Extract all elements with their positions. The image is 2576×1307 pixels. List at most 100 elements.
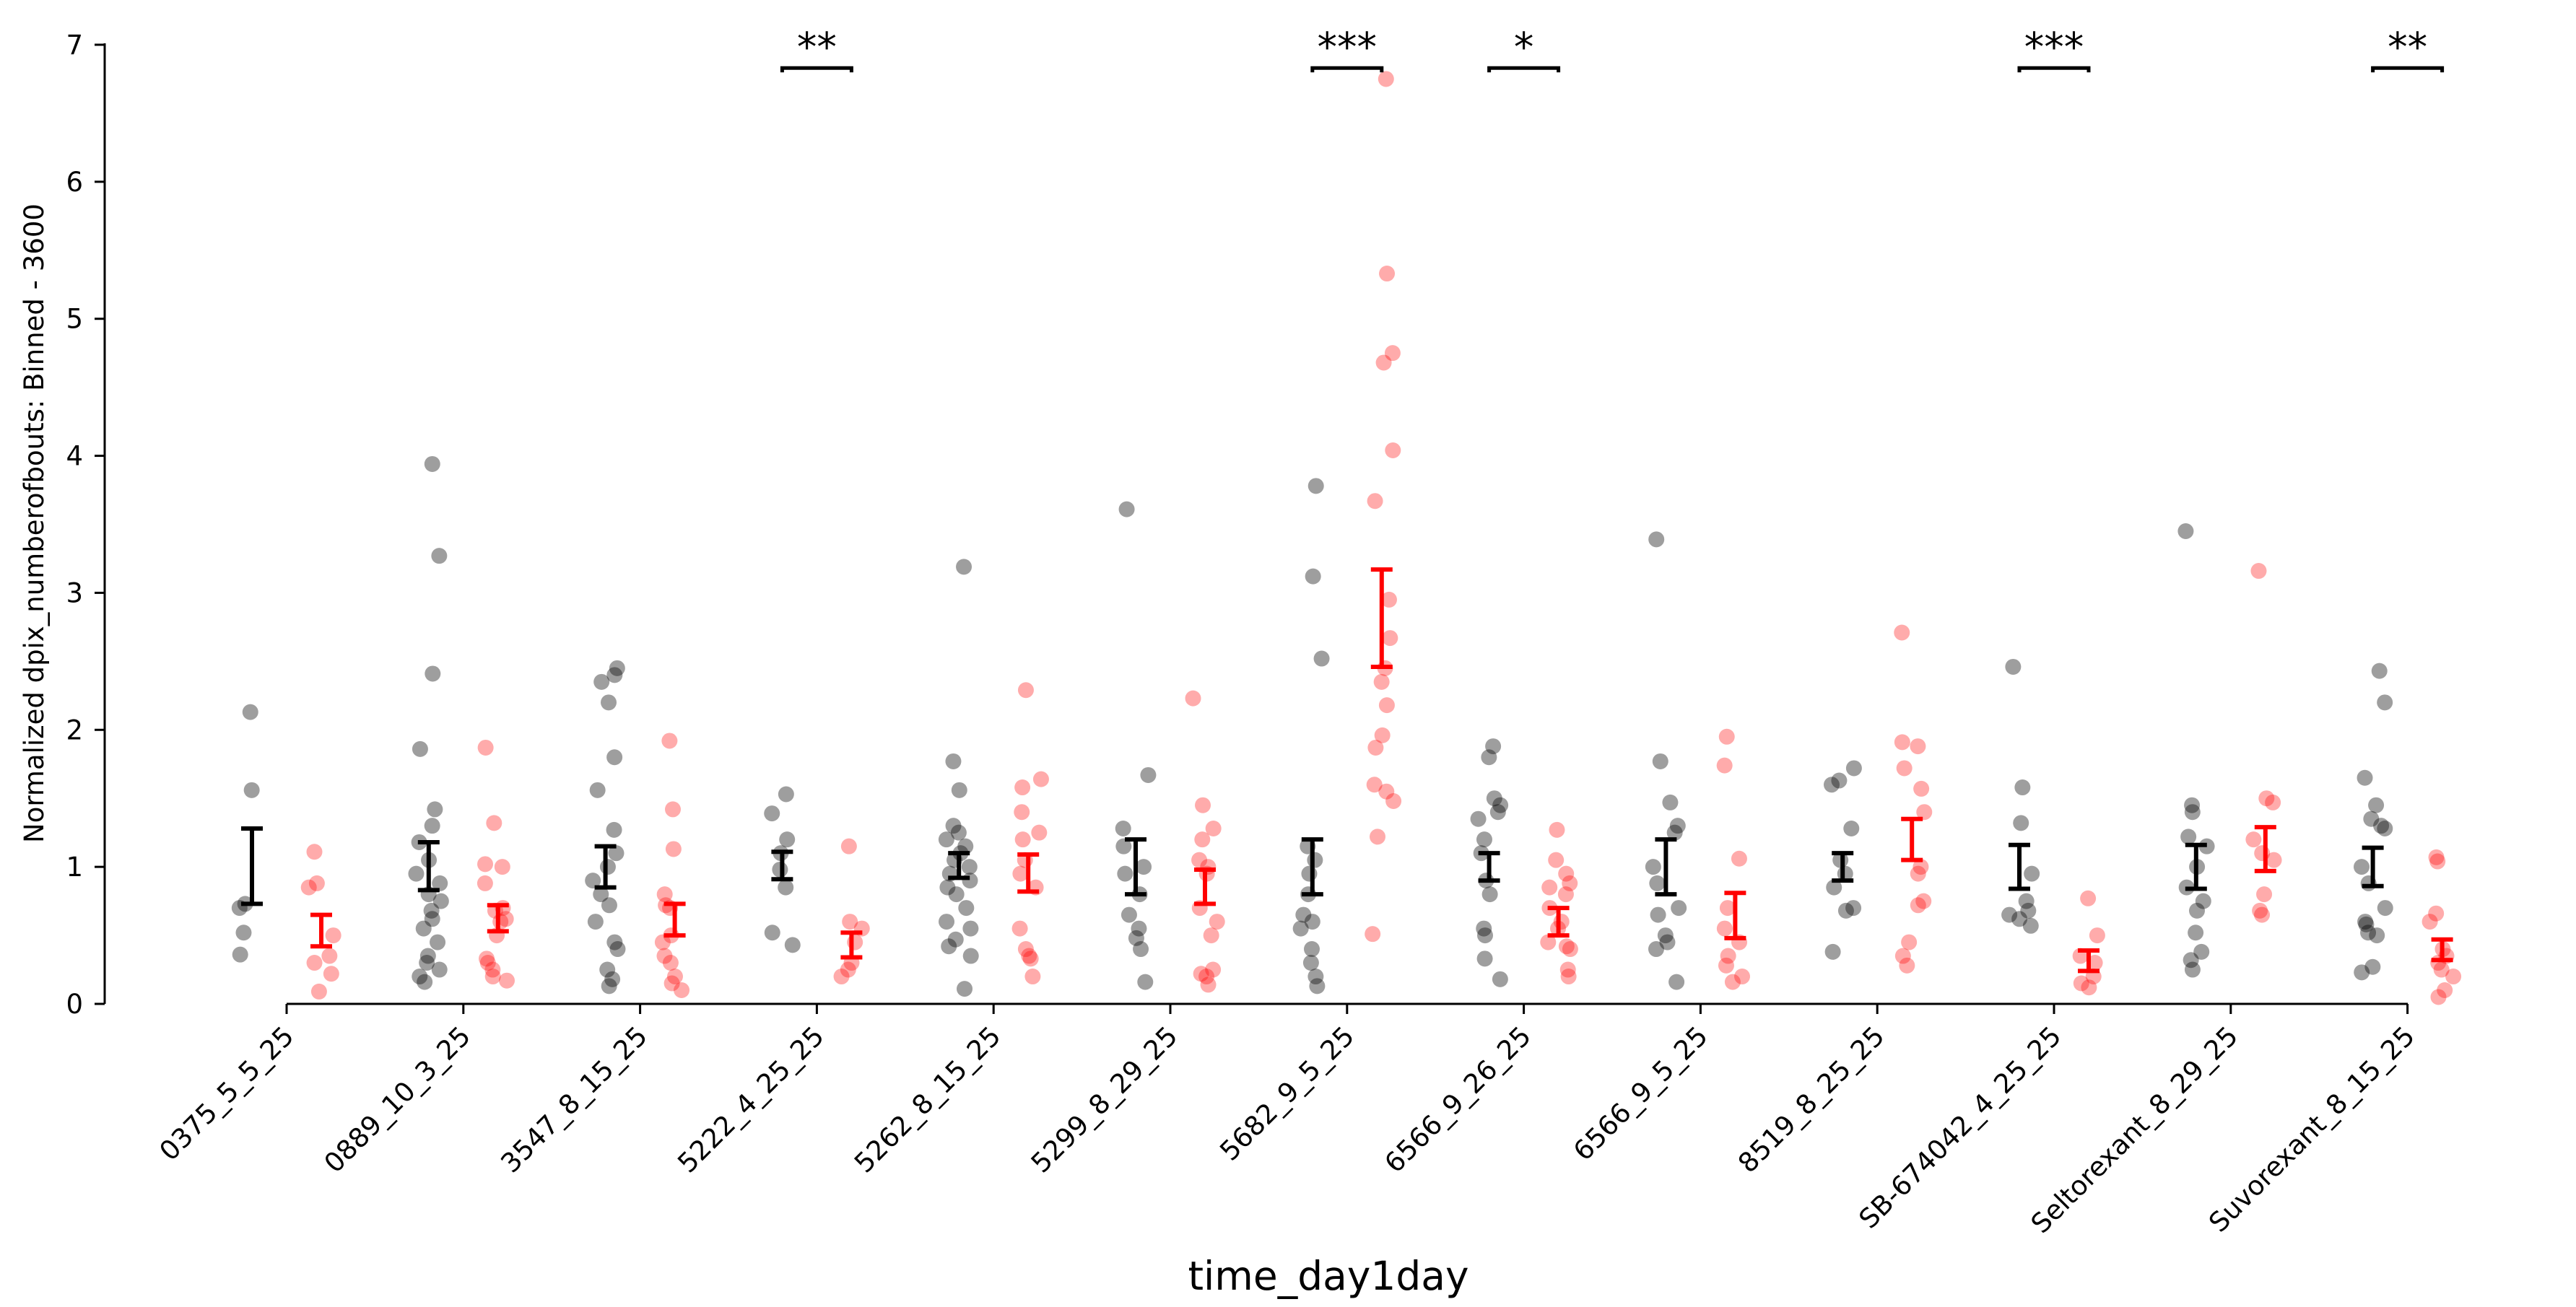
control-data-point: [1662, 794, 1679, 810]
x-tick-label: 5262_8_15_25: [848, 1020, 1006, 1179]
treatment-data-point: [1198, 969, 1215, 985]
control-error-bar: [2185, 842, 2207, 891]
control-data-point: [1824, 943, 1841, 960]
treatment-data-point: [1558, 938, 1575, 955]
control-data-point: [242, 704, 258, 720]
control-data-point: [2357, 769, 2373, 786]
control-error-bar: [594, 844, 617, 890]
treatment-data-point: [1017, 682, 1034, 699]
treatment-data-point: [2256, 886, 2273, 903]
control-data-point: [419, 955, 435, 971]
control-data-point: [1671, 900, 1687, 917]
y-tick-label: 4: [66, 441, 83, 472]
treatment-error-bar: [840, 930, 863, 960]
control-data-point: [1826, 879, 1842, 896]
control-data-point: [2354, 859, 2370, 875]
treatment-data-point: [674, 982, 690, 999]
treatment-data-point: [2428, 905, 2445, 922]
x-tick-label: SB-674042_4_25_25: [1853, 1020, 2068, 1235]
control-data-point: [427, 801, 443, 818]
control-data-point: [2013, 815, 2029, 831]
control-data-point: [424, 455, 440, 472]
control-error-bar: [948, 851, 970, 880]
control-data-point: [599, 859, 616, 875]
treatment-data-point: [665, 841, 682, 857]
y-tick-label: 6: [66, 167, 83, 198]
control-data-point: [957, 981, 973, 997]
control-data-point: [2177, 523, 2194, 539]
treatment-data-point: [1191, 852, 1208, 868]
control-data-point: [1668, 974, 1685, 990]
error-bars: [241, 567, 2453, 974]
treatment-data-point: [2087, 955, 2103, 971]
treatment-data-point: [1378, 71, 1394, 87]
significance-label: **: [797, 24, 837, 70]
y-tick-label: 0: [66, 989, 83, 1020]
treatment-data-point: [1031, 824, 1048, 841]
control-data-point: [1305, 568, 1321, 585]
control-data-point: [609, 941, 626, 958]
control-data-point: [778, 879, 794, 896]
control-data-point: [589, 782, 606, 798]
treatment-data-point: [2429, 853, 2446, 870]
x-tick-label: 5299_8_29_25: [1025, 1020, 1183, 1179]
control-data-point: [2371, 663, 2388, 679]
control-data-point: [778, 786, 794, 803]
treatment-data-point: [1185, 690, 1201, 707]
treatment-data-point: [1378, 783, 1395, 800]
control-data-point: [2011, 911, 2028, 927]
treatment-data-point: [1024, 969, 1041, 985]
x-tick-label: 6566_9_5_25: [1567, 1020, 1714, 1167]
control-data-point: [939, 879, 956, 896]
control-error-bar: [1478, 851, 1500, 883]
control-data-point: [945, 818, 962, 834]
treatment-data-point: [1385, 793, 1402, 810]
control-data-point: [417, 974, 433, 990]
treatment-data-point: [1894, 624, 1910, 641]
control-data-point: [604, 971, 621, 987]
control-data-point: [593, 673, 610, 690]
y-axis: 0 1 2 3 4 5 6 7: [66, 30, 106, 1020]
treatment-data-point: [833, 969, 850, 985]
treatment-data-point: [663, 975, 680, 992]
control-data-point: [2377, 820, 2393, 836]
significance-bracket: *: [1487, 24, 1561, 73]
control-error-bar: [241, 826, 263, 906]
control-data-point: [585, 873, 601, 889]
data-points: [231, 71, 2462, 1005]
significance-label: **: [2388, 24, 2427, 70]
control-data-point: [1140, 766, 1157, 783]
control-data-point: [412, 740, 428, 757]
control-error-bar: [771, 849, 793, 882]
control-data-point: [1845, 900, 1862, 917]
treatment-error-bar: [1017, 852, 1040, 894]
control-data-point: [1309, 978, 1326, 995]
treatment-data-point: [1720, 948, 1736, 964]
control-data-point: [962, 920, 979, 937]
treatment-data-point: [477, 875, 493, 891]
treatment-data-point: [1374, 727, 1391, 743]
treatment-data-point: [1915, 893, 1932, 909]
control-data-point: [2184, 804, 2201, 821]
control-data-point: [232, 946, 248, 963]
control-data-point: [1476, 920, 1492, 937]
treatment-data-point: [2266, 852, 2282, 868]
treatment-data-point: [1365, 926, 1381, 943]
significance-bracket-line: [1310, 66, 1384, 73]
control-data-point: [1823, 777, 1840, 793]
control-data-point: [1301, 865, 1318, 882]
treatment-data-point: [478, 950, 495, 967]
treatment-data-point: [1734, 969, 1751, 985]
control-data-point: [1837, 902, 1854, 919]
control-data-point: [2357, 914, 2374, 930]
treatment-data-point: [2250, 563, 2267, 580]
control-data-point: [431, 961, 448, 978]
treatment-data-point: [486, 815, 502, 831]
control-error-bar: [1125, 837, 1146, 897]
control-data-point: [2180, 829, 2197, 845]
treatment-data-point: [2089, 927, 2105, 944]
treatment-data-point: [1382, 630, 1398, 647]
treatment-error-bar: [1724, 891, 1746, 940]
control-data-point: [2369, 927, 2385, 944]
